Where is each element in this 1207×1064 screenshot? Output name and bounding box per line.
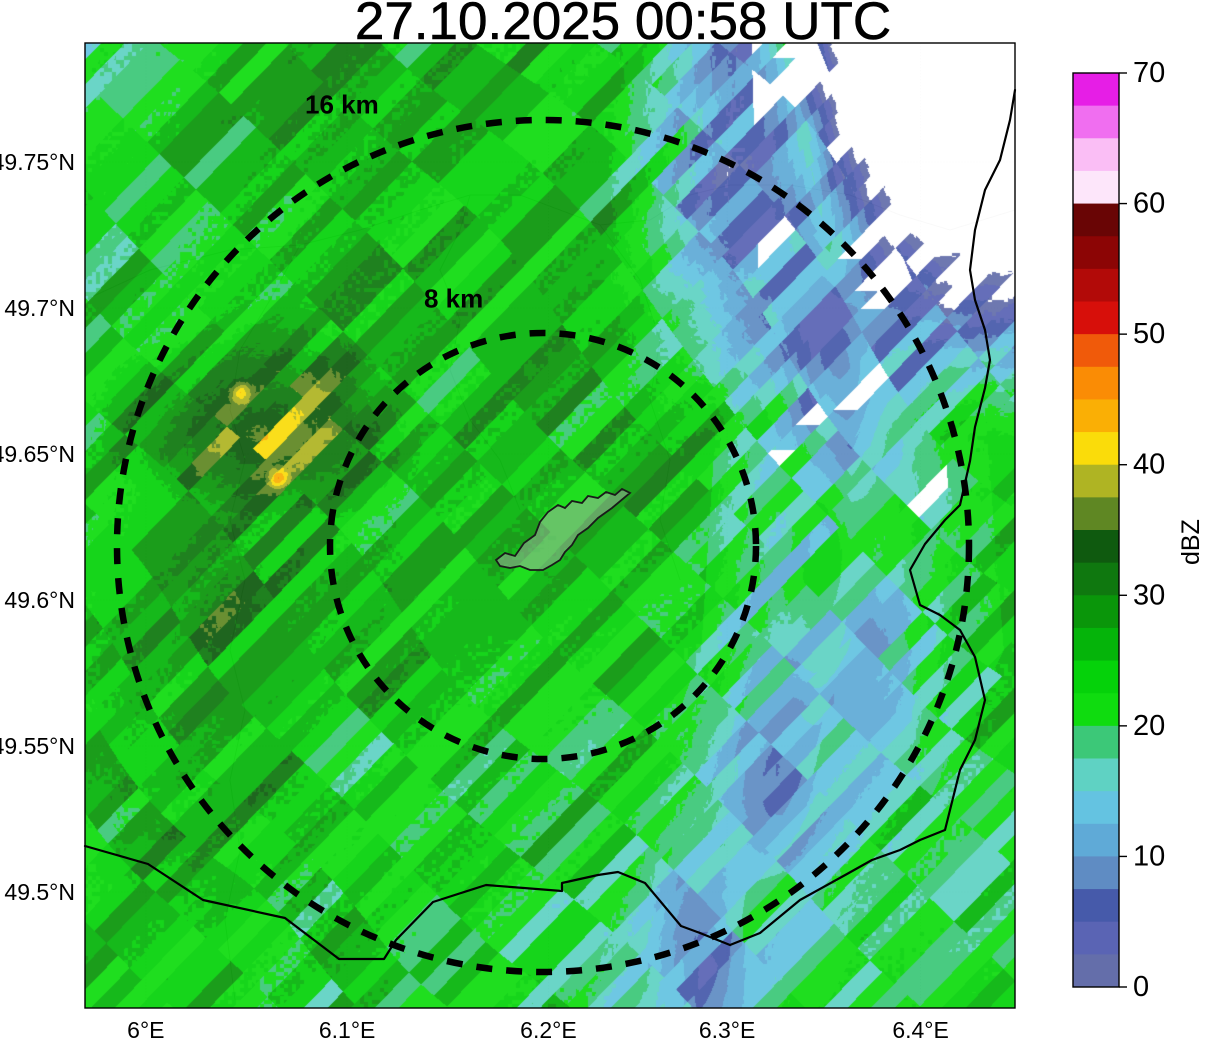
svg-text:6.4°E: 6.4°E [892,1017,949,1043]
svg-text:0: 0 [1133,971,1149,1003]
svg-text:dBZ: dBZ [1177,519,1205,565]
svg-text:49.6°N: 49.6°N [4,587,75,613]
svg-text:70: 70 [1133,57,1165,89]
svg-text:60: 60 [1133,188,1165,220]
svg-text:49.5°N: 49.5°N [4,879,75,905]
svg-text:30: 30 [1133,579,1165,611]
svg-text:6.1°E: 6.1°E [319,1017,376,1043]
svg-text:6°E: 6°E [127,1017,164,1043]
svg-text:20: 20 [1133,710,1165,742]
svg-text:50: 50 [1133,318,1165,350]
svg-text:6.3°E: 6.3°E [699,1017,756,1043]
svg-text:49.7°N: 49.7°N [4,295,75,321]
svg-text:40: 40 [1133,449,1165,481]
svg-text:49.55°N: 49.55°N [0,733,75,759]
svg-text:27.10.2025 00:58 UTC: 27.10.2025 00:58 UTC [355,0,891,51]
svg-text:8 km: 8 km [424,284,483,314]
svg-text:49.75°N: 49.75°N [0,149,75,175]
svg-text:16 km: 16 km [305,90,379,120]
svg-text:49.65°N: 49.65°N [0,441,75,467]
svg-text:10: 10 [1133,840,1165,872]
svg-text:6.2°E: 6.2°E [520,1017,577,1043]
